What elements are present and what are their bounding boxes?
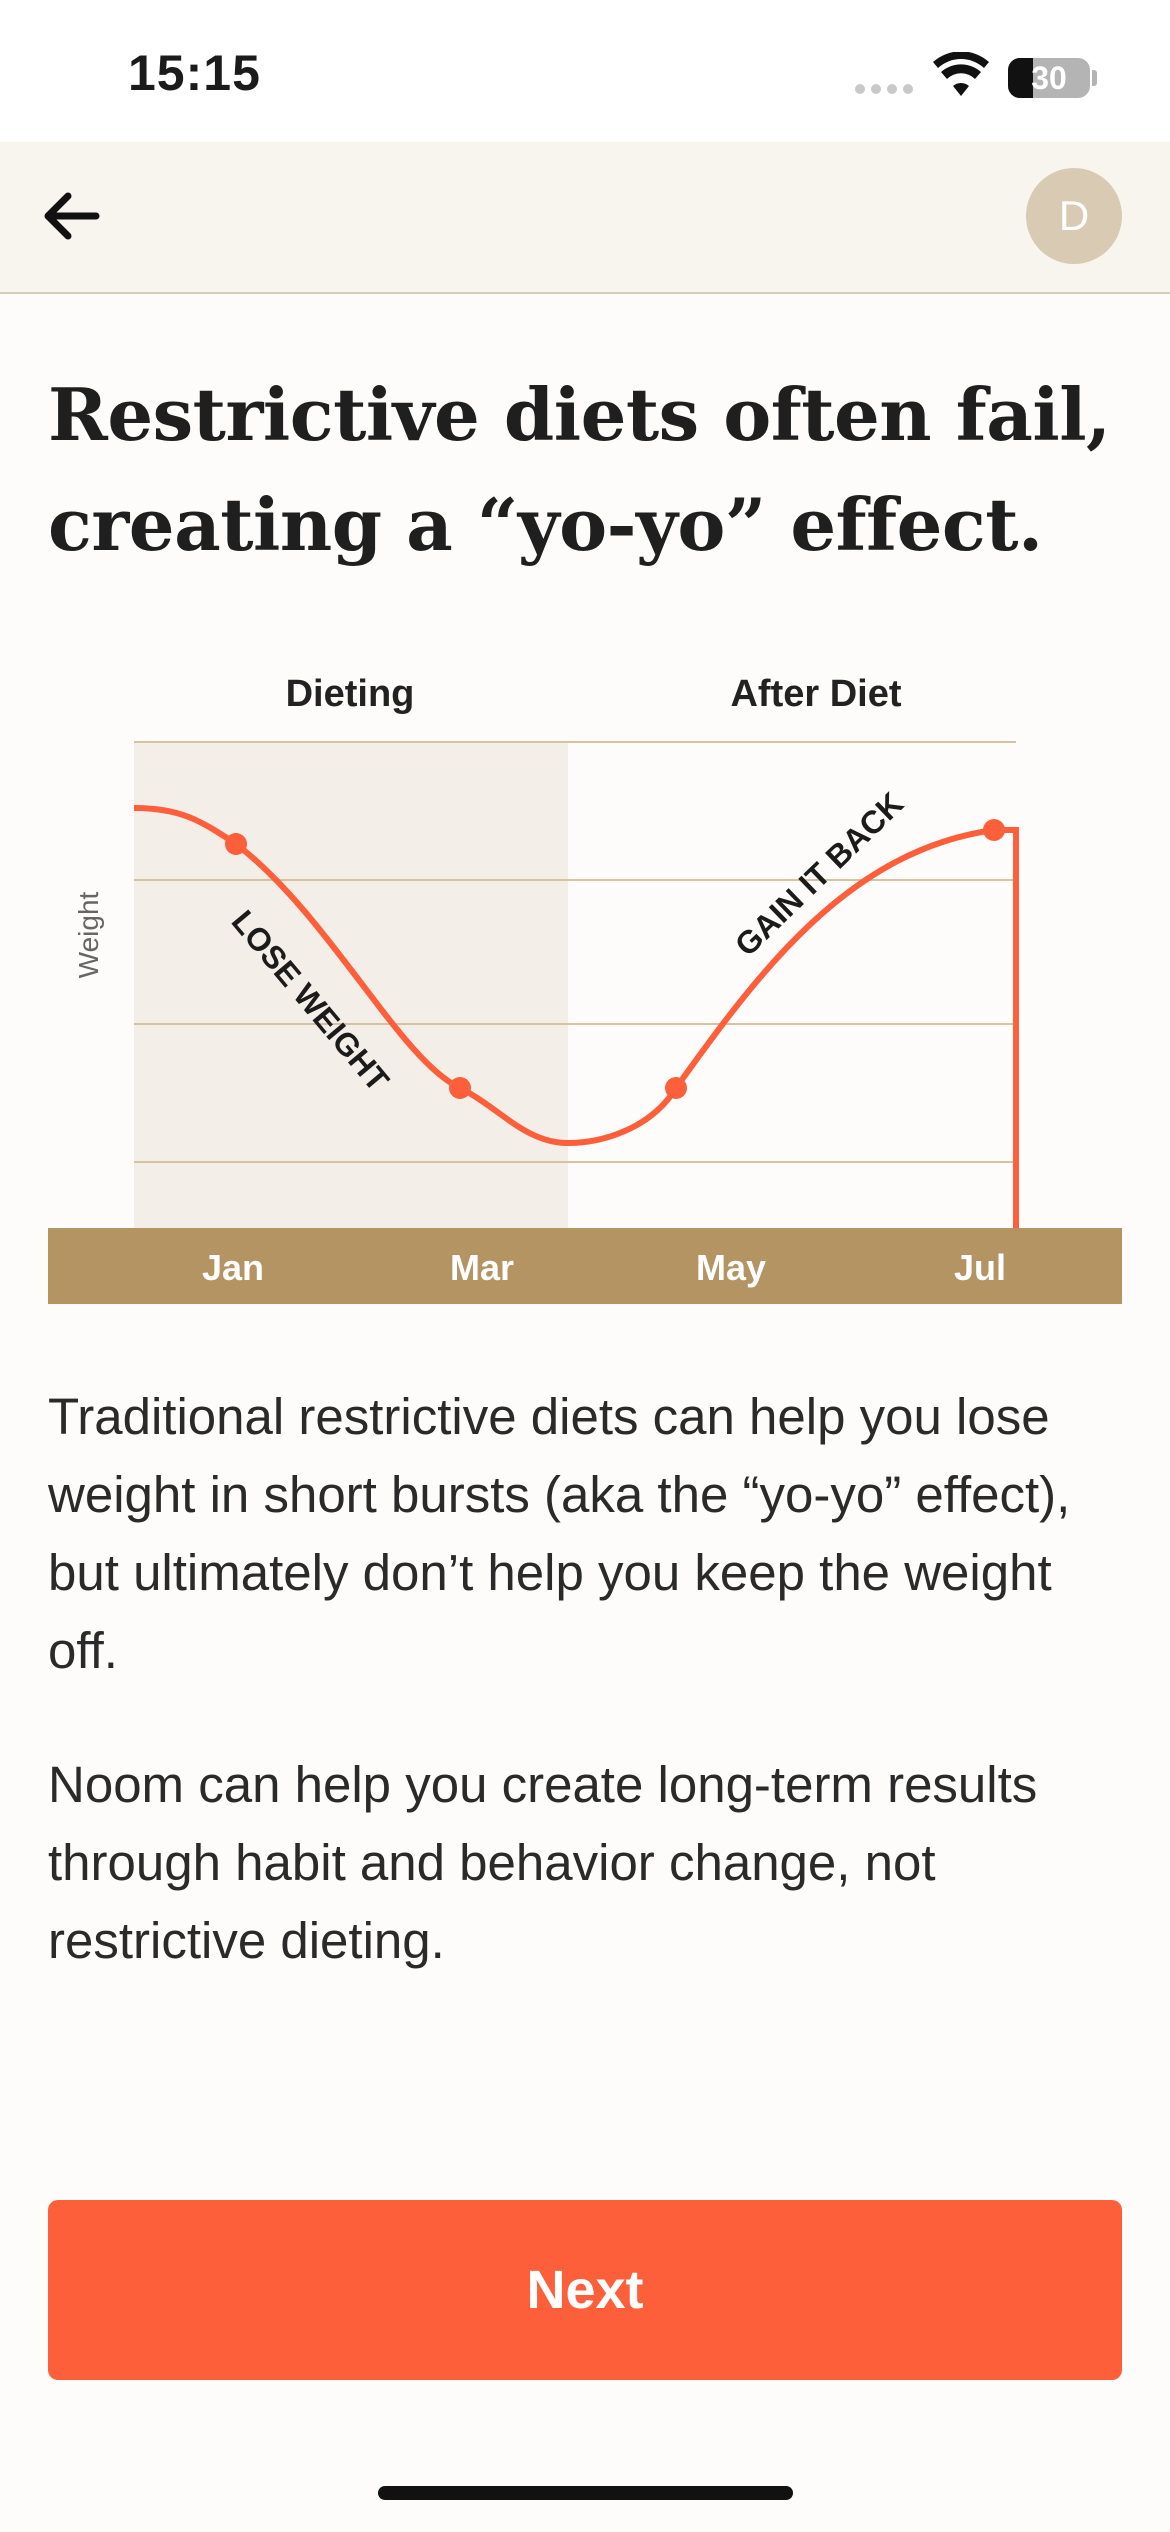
x-axis-band	[48, 1228, 1122, 1304]
battery-level: 30	[1031, 60, 1067, 96]
y-axis-label: Weight	[73, 891, 104, 978]
battery-icon: 30	[1008, 58, 1090, 98]
data-point	[665, 1077, 687, 1099]
body-paragraph-1: Traditional restrictive diets can help y…	[48, 1388, 1071, 1679]
status-bar: 15:15 30	[0, 0, 1170, 142]
x-tick-label: Jul	[954, 1247, 1006, 1288]
battery-tip	[1092, 70, 1097, 86]
home-indicator	[378, 2486, 793, 2500]
x-tick-label: Mar	[450, 1247, 514, 1288]
body-paragraph-2: Noom can help you create long-term resul…	[48, 1756, 1038, 1969]
status-time: 15:15	[128, 45, 261, 101]
phase-label-dieting: Dieting	[286, 673, 415, 715]
cellular-signal-icon	[855, 84, 915, 94]
data-point	[449, 1077, 471, 1099]
dieting-band	[134, 742, 568, 1228]
x-tick-label: May	[696, 1247, 766, 1288]
next-button[interactable]: Next	[48, 2200, 1122, 2380]
page-title: Restrictive diets often fail, creating a…	[48, 372, 1111, 567]
phase-label-after-diet: After Diet	[730, 673, 901, 715]
data-point	[225, 833, 247, 855]
yo-yo-chart: Dieting After Diet Weight LOSE WEIGHT GA…	[48, 673, 1122, 1304]
wifi-icon	[933, 52, 989, 96]
annotation-gain-it-back: GAIN IT BACK	[728, 785, 910, 963]
data-point	[983, 819, 1005, 841]
back-button[interactable]	[34, 176, 114, 256]
nav-bar: D	[0, 142, 1170, 294]
avatar[interactable]: D	[1026, 168, 1122, 264]
x-tick-label: Jan	[202, 1247, 264, 1288]
arrow-left-icon	[44, 192, 100, 240]
